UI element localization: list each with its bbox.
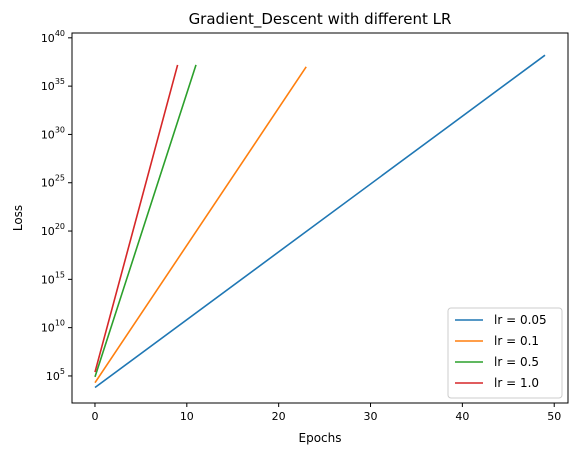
x-tick-label: 20 xyxy=(272,410,286,423)
y-tick-label: 1015 xyxy=(41,270,65,286)
y-tick-exponent: 15 xyxy=(55,270,65,279)
y-tick-exponent: 10 xyxy=(55,319,65,328)
series-line-2 xyxy=(94,64,197,378)
legend-label-1: lr = 0.1 xyxy=(494,334,539,348)
y-tick-label: 1040 xyxy=(41,29,65,45)
series-line-3 xyxy=(94,64,179,373)
x-tick-label: 50 xyxy=(547,410,561,423)
legend-box xyxy=(447,307,563,399)
y-tick-exponent: 5 xyxy=(60,367,65,376)
y-tick-label: 1010 xyxy=(41,319,65,335)
y-tick-mantissa: 10 xyxy=(41,273,55,286)
chart-title: Gradient_Descent with different LR xyxy=(189,10,452,29)
y-axis-label: Loss xyxy=(11,205,25,231)
x-tick-label: 10 xyxy=(180,410,194,423)
y-tick-exponent: 30 xyxy=(55,125,65,134)
x-tick-label: 30 xyxy=(364,410,378,423)
y-tick-exponent: 35 xyxy=(55,77,65,86)
x-tick-label: 40 xyxy=(455,410,469,423)
y-tick-mantissa: 10 xyxy=(41,322,55,335)
series-line-0 xyxy=(94,54,546,389)
y-tick-label: 1030 xyxy=(41,125,65,141)
x-axis: 0 10 20 30 40 50 xyxy=(91,403,561,423)
y-tick-label: 1025 xyxy=(41,174,65,190)
y-tick-exponent: 20 xyxy=(55,222,65,231)
plot-lines xyxy=(94,54,546,389)
legend-label-3: lr = 1.0 xyxy=(494,376,539,390)
plot-frame xyxy=(71,32,569,404)
y-tick-exponent: 40 xyxy=(55,29,65,38)
x-axis-label: Epochs xyxy=(299,431,342,445)
y-tick-mantissa: 10 xyxy=(46,370,60,383)
y-tick-mantissa: 10 xyxy=(41,32,55,45)
legend-label-2: lr = 0.5 xyxy=(494,355,539,369)
y-tick-mantissa: 10 xyxy=(41,128,55,141)
y-tick-exponent: 25 xyxy=(55,174,65,183)
y-tick-label: 1035 xyxy=(41,77,65,93)
y-tick-mantissa: 10 xyxy=(41,177,55,190)
y-tick-mantissa: 10 xyxy=(41,80,55,93)
series-line-1 xyxy=(94,66,307,384)
y-tick-label: 105 xyxy=(46,367,65,383)
y-tick-label: 1020 xyxy=(41,222,65,238)
legend-label-0: lr = 0.05 xyxy=(494,313,547,327)
y-tick-mantissa: 10 xyxy=(41,225,55,238)
x-tick-label: 0 xyxy=(91,410,98,423)
legend: lr = 0.05 lr = 0.1 lr = 0.5 lr = 1.0 xyxy=(447,307,563,399)
